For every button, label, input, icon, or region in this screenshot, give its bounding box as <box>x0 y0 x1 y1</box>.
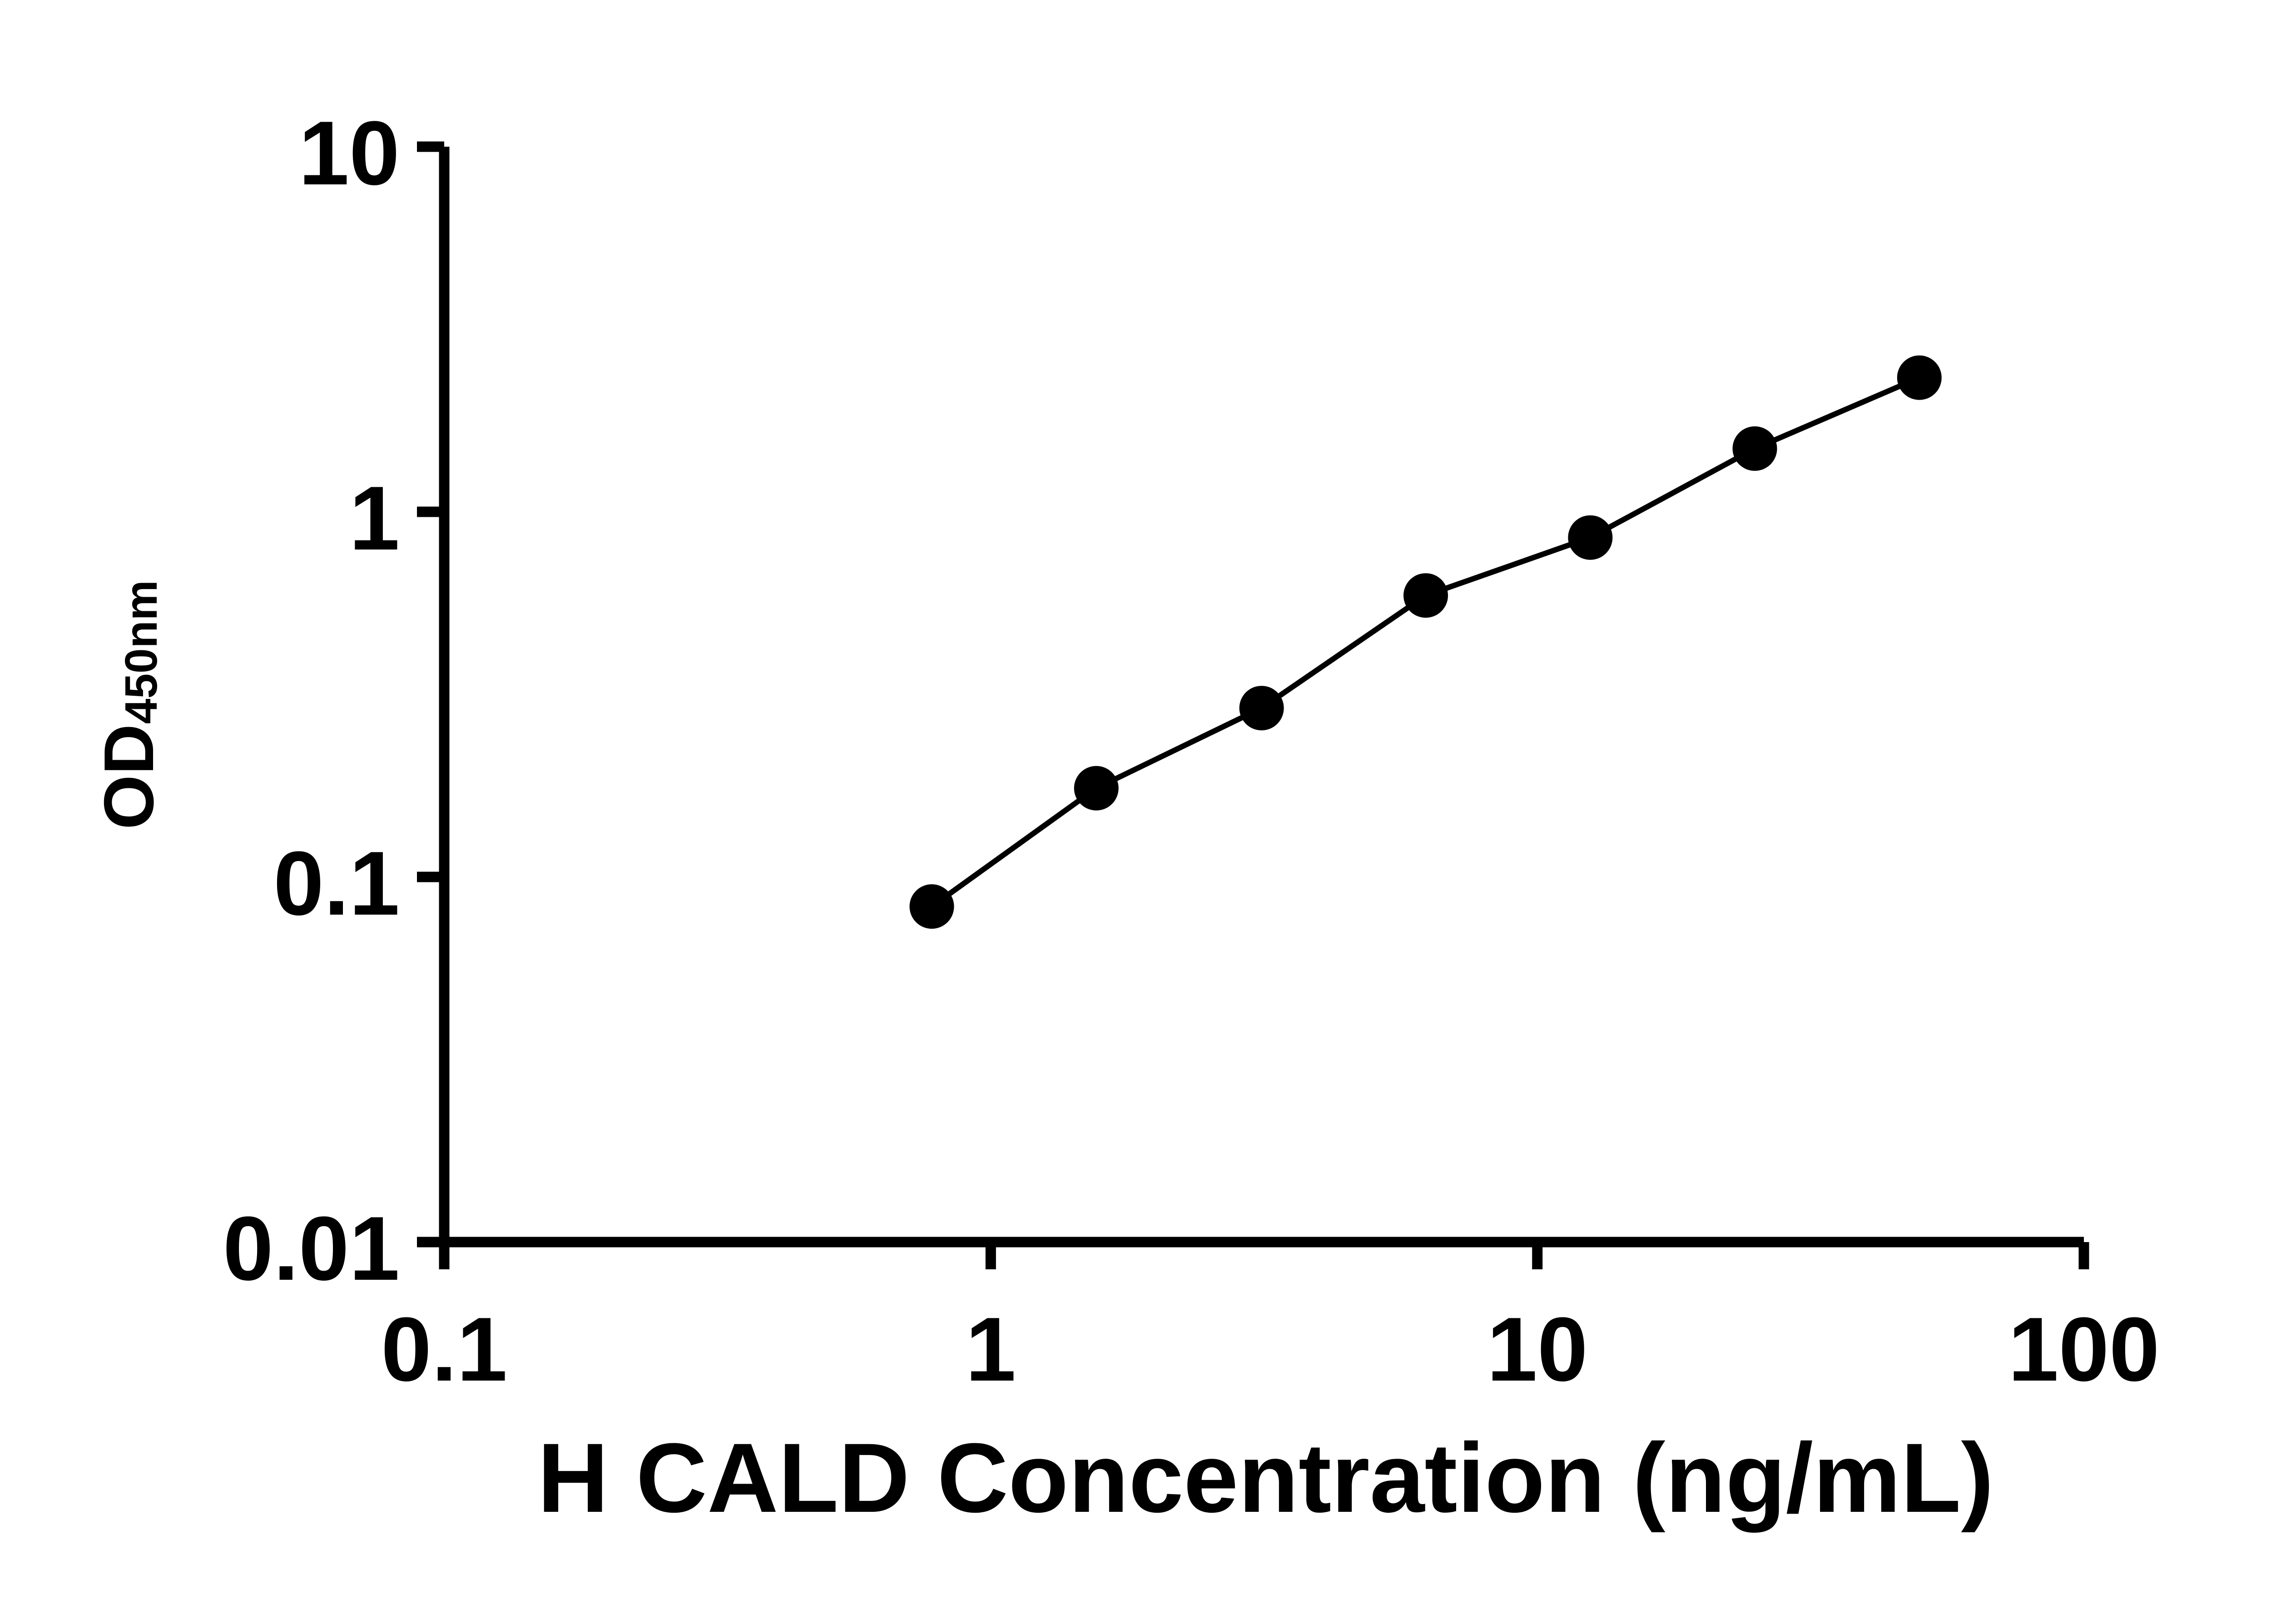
svg-text:1: 1 <box>966 1299 1016 1400</box>
svg-text:100: 100 <box>2008 1299 2160 1400</box>
svg-text:10: 10 <box>299 103 400 204</box>
svg-text:0.1: 0.1 <box>381 1299 507 1400</box>
svg-text:0.1: 0.1 <box>273 833 400 934</box>
svg-text:10: 10 <box>1487 1299 1587 1400</box>
svg-text:H CALD Concentration (ng/mL): H CALD Concentration (ng/mL) <box>537 1423 1993 1533</box>
svg-text:1: 1 <box>349 468 400 569</box>
svg-text:0.01: 0.01 <box>223 1198 400 1299</box>
